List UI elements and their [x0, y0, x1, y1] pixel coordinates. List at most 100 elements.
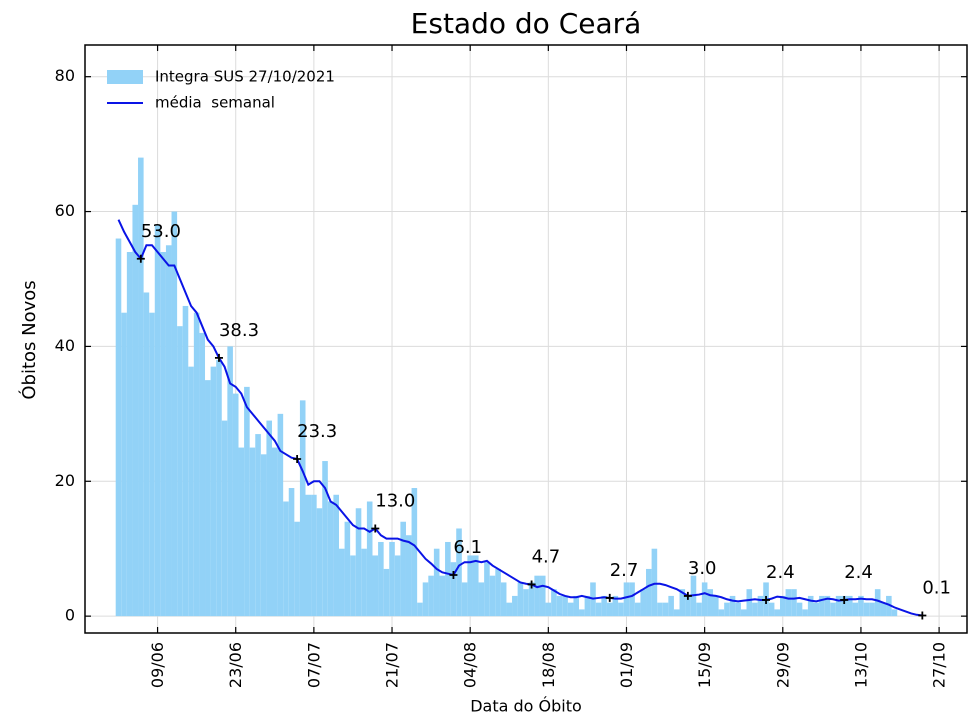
bar	[606, 602, 613, 617]
marker	[605, 593, 614, 602]
bar	[696, 602, 702, 617]
bar	[539, 575, 546, 617]
bar	[350, 555, 356, 617]
bar	[288, 488, 295, 617]
bar	[294, 521, 300, 617]
x-tick-label: 09/06	[148, 642, 167, 688]
bar	[277, 413, 284, 617]
bar	[713, 595, 719, 617]
bar	[327, 501, 334, 617]
bar	[378, 541, 384, 617]
bar	[785, 589, 792, 617]
bar	[858, 595, 864, 617]
bar	[456, 528, 462, 617]
bar	[830, 602, 836, 617]
bar	[238, 447, 245, 617]
bar	[132, 204, 139, 617]
bar	[205, 380, 211, 617]
bar	[299, 400, 306, 617]
bar	[255, 434, 261, 617]
y-tick-label: 0	[65, 606, 75, 625]
x-tick-label: 27/10	[930, 642, 949, 688]
bar	[316, 508, 323, 617]
bar	[718, 609, 725, 617]
bar	[685, 595, 691, 617]
annotation: 38.3	[219, 320, 259, 341]
bar	[573, 595, 580, 617]
bar	[272, 447, 278, 617]
bar	[735, 602, 741, 617]
bar	[668, 595, 674, 617]
bar	[433, 548, 440, 617]
bar	[701, 582, 708, 617]
bar	[779, 595, 786, 617]
bar	[333, 494, 339, 617]
bar	[662, 602, 669, 617]
bar	[216, 359, 222, 617]
x-tick-label: 29/09	[773, 642, 792, 688]
bar	[551, 589, 557, 617]
y-axis-label: Óbitos Novos	[18, 280, 40, 399]
bar	[461, 582, 468, 617]
bar	[467, 555, 473, 617]
annotation: 2.7	[610, 560, 639, 581]
bar	[807, 595, 814, 617]
bar	[484, 562, 490, 617]
bar	[283, 501, 289, 617]
bar	[489, 575, 496, 617]
bar	[193, 312, 200, 617]
bar	[657, 602, 663, 617]
marker	[214, 353, 223, 362]
bar	[528, 582, 535, 617]
x-tick-label: 07/07	[304, 642, 323, 688]
bar	[305, 494, 312, 617]
bar	[556, 595, 563, 617]
marker	[762, 595, 771, 604]
bar	[562, 595, 568, 617]
bar	[863, 602, 870, 617]
bar	[389, 541, 395, 617]
bar	[646, 568, 652, 617]
bar	[366, 501, 373, 617]
bar	[774, 609, 780, 617]
bar	[886, 595, 892, 617]
bar	[595, 602, 602, 617]
bar	[450, 562, 457, 617]
bar	[791, 589, 797, 617]
bar	[138, 157, 144, 617]
marks: 53.0 38.3 23.3 13.0 6.1 4.7 2.7 3.0 2.4 2.4 0.1	[115, 157, 951, 620]
bar	[724, 602, 730, 617]
y-tick-label: 60	[55, 201, 75, 220]
bar	[819, 595, 825, 617]
marker	[527, 580, 536, 589]
bar	[623, 582, 630, 617]
bar	[869, 602, 875, 617]
marker	[683, 591, 692, 600]
bar	[802, 609, 808, 617]
bar	[746, 589, 753, 617]
bar	[210, 366, 217, 617]
bar	[673, 609, 680, 617]
annotation: 53.0	[141, 221, 181, 242]
bar	[177, 326, 183, 617]
bar	[846, 595, 853, 617]
axes: 0 20 40 60 80 09/06 23/06 07/07 21/07 04/08 18/08 0…	[55, 44, 968, 688]
x-tick-label: 18/08	[539, 642, 558, 688]
plot-frame	[84, 44, 968, 634]
bar	[757, 595, 764, 617]
bar	[618, 602, 624, 617]
bar	[249, 447, 256, 617]
bar	[439, 575, 446, 617]
bar	[154, 225, 161, 617]
bar	[422, 582, 429, 617]
bar	[361, 548, 367, 617]
bar	[579, 609, 585, 617]
bar	[221, 420, 228, 617]
bar	[383, 568, 390, 617]
x-tick-label: 01/09	[617, 642, 636, 688]
marker	[449, 571, 458, 580]
bar	[891, 609, 898, 617]
bar	[126, 252, 133, 617]
x-tick-label: 21/07	[383, 642, 402, 688]
